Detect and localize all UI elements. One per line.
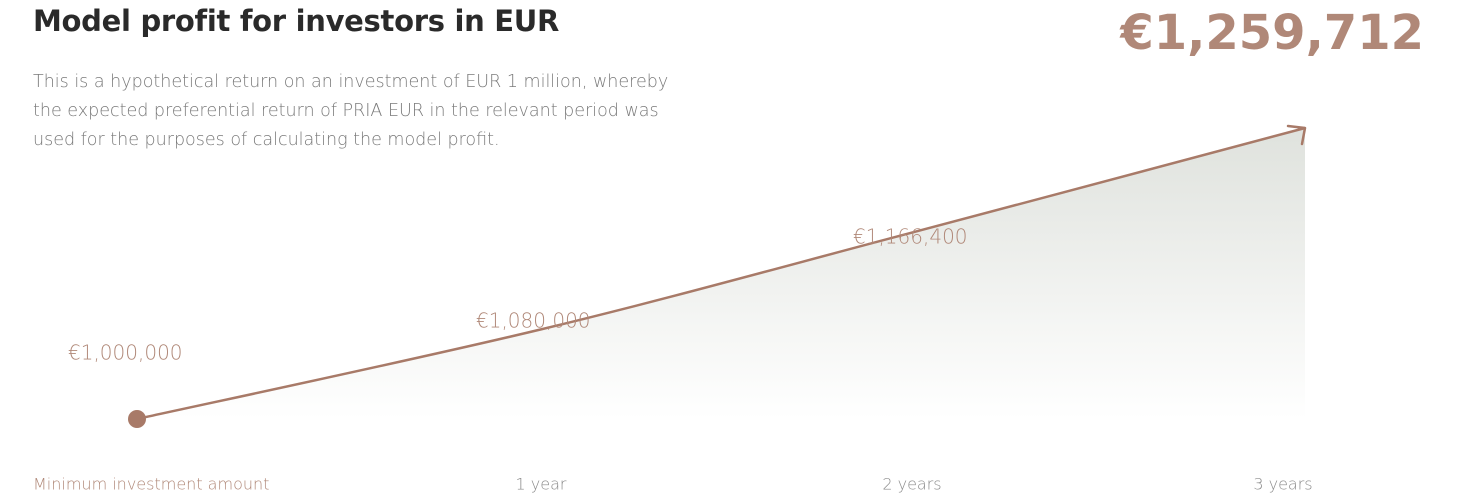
x-tick-label: Minimum investment amount	[33, 475, 269, 494]
chart-subtitle: This is a hypothetical return on an inve…	[33, 72, 669, 150]
x-tick-label: 1 year	[516, 475, 567, 494]
start-dot	[128, 410, 146, 428]
line	[136, 126, 1306, 421]
value-label: €1,259,712	[1119, 5, 1424, 61]
area-fill	[137, 128, 1305, 419]
x-tick-label: 2 years	[882, 475, 941, 494]
value-label: €1,166,400	[853, 225, 968, 249]
arrow-head	[1286, 124, 1307, 146]
x-tick-label: 3 years	[1253, 475, 1312, 494]
value-label: €1,000,000	[68, 341, 183, 365]
value-label: €1,080,000	[476, 309, 591, 333]
chart-title: Model profit for investors in EUR	[33, 4, 560, 38]
